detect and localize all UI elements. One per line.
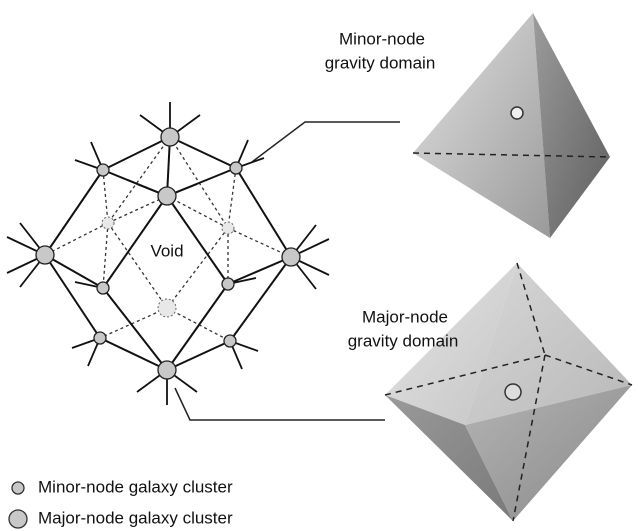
lattice-edge xyxy=(169,136,237,169)
tetrahedron xyxy=(412,13,611,238)
lattice-edge xyxy=(102,195,168,289)
connector xyxy=(174,387,385,421)
lattice-edge xyxy=(102,169,109,224)
minor-node xyxy=(229,161,243,175)
minor-node xyxy=(96,281,110,295)
lattice-edge xyxy=(44,222,109,256)
lattice-edge xyxy=(44,254,104,289)
lattice-edge xyxy=(166,283,229,371)
lattice-edge xyxy=(107,195,168,224)
lattice-edge xyxy=(102,136,171,171)
lattice-edge xyxy=(227,167,237,229)
ghost-node xyxy=(101,216,115,230)
legend-label: Minor-node galaxy cluster xyxy=(38,477,233,496)
lattice-edge xyxy=(166,195,229,285)
domain-label: Major-node xyxy=(362,307,448,326)
lattice-edge xyxy=(44,254,101,339)
minor-node xyxy=(221,277,235,291)
lattice-edge xyxy=(166,195,229,229)
domain-label: gravity domain xyxy=(348,331,459,350)
major-node xyxy=(281,247,301,267)
lattice-edge xyxy=(107,222,168,309)
domain-label: Minor-node xyxy=(339,29,425,48)
lattice-edge xyxy=(102,222,109,289)
lattice xyxy=(6,102,330,405)
lattice-edge xyxy=(102,287,168,371)
minor-node xyxy=(93,331,107,345)
ghost-node xyxy=(157,298,177,318)
octahedron xyxy=(384,262,633,522)
domain-label: gravity domain xyxy=(325,53,436,72)
connector xyxy=(251,121,400,163)
lattice-edge xyxy=(166,136,171,197)
lattice-edge xyxy=(227,256,292,285)
legend-marker xyxy=(8,509,28,529)
minor-node xyxy=(223,334,237,348)
major-node xyxy=(160,127,180,147)
lattice-edge xyxy=(107,136,171,224)
void-label: Void xyxy=(150,241,183,260)
lattice-edge xyxy=(99,307,168,339)
legend-marker xyxy=(11,481,25,495)
lattice-edge xyxy=(99,337,168,371)
legend-label: Major-node galaxy cluster xyxy=(38,508,233,527)
major-node xyxy=(157,186,177,206)
lattice-edge xyxy=(166,340,231,371)
minor-node xyxy=(96,163,110,177)
lattice-edge xyxy=(229,256,292,342)
lattice-edge xyxy=(44,169,104,256)
lattice-edge xyxy=(166,227,229,309)
major-node xyxy=(157,360,177,380)
ghost-node xyxy=(221,221,235,235)
major-node xyxy=(35,245,55,265)
lattice-edge xyxy=(235,167,292,258)
